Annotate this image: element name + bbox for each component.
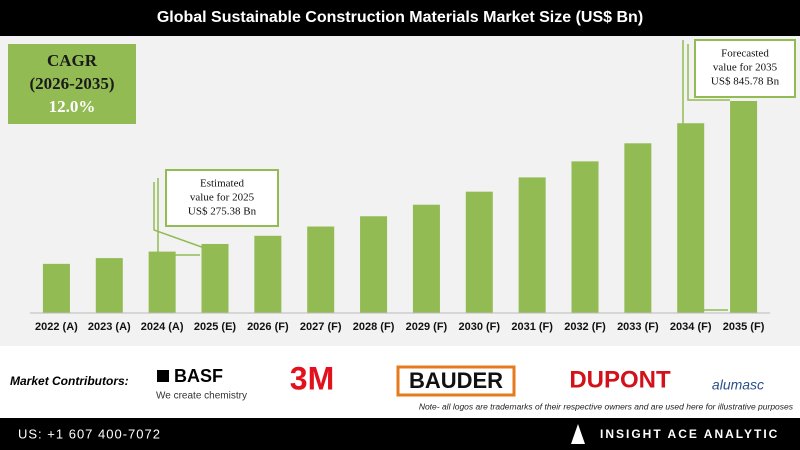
x-tick-label: 2031 (F) xyxy=(511,321,553,333)
bar xyxy=(412,204,440,313)
annotation: US$ 845.78 Bn xyxy=(711,76,780,88)
bar xyxy=(95,258,123,313)
bar xyxy=(624,143,652,313)
bar xyxy=(730,101,758,313)
bar xyxy=(360,216,388,313)
annotation: value for 2025 xyxy=(190,192,255,204)
x-tick-label: 2028 (F) xyxy=(353,321,395,333)
cagr-value: 12.0% xyxy=(49,97,96,116)
cagr-period: (2026-2035) xyxy=(30,74,115,93)
bar xyxy=(254,235,282,313)
callout-box xyxy=(165,169,279,227)
logo-mark xyxy=(157,370,169,382)
logo-frame xyxy=(396,365,516,397)
footer-phone: US: +1 607 400-7072 xyxy=(18,426,161,441)
logo: BAUDER xyxy=(409,368,503,393)
x-tick-label: 2035 (F) xyxy=(723,321,765,333)
cagr-label: CAGR xyxy=(47,51,98,70)
cagr-box xyxy=(8,44,136,124)
title-bar xyxy=(0,0,800,36)
footer-company: INSIGHT ACE ANALYTIC xyxy=(600,427,779,441)
company-logo xyxy=(571,424,585,444)
bar xyxy=(42,263,70,313)
footer xyxy=(0,418,800,450)
x-tick-label: 2034 (F) xyxy=(670,321,712,333)
x-tick-label: 2027 (F) xyxy=(300,321,342,333)
bar xyxy=(201,243,229,313)
bar xyxy=(148,251,176,313)
callout-box xyxy=(694,39,796,98)
callout-connector xyxy=(687,44,730,101)
annotation: Forecasted xyxy=(721,48,769,60)
bar xyxy=(677,123,705,313)
callout-connector xyxy=(153,182,211,251)
bar xyxy=(571,161,599,313)
logo: BASF xyxy=(174,366,223,386)
annotation: US$ 275.38 Bn xyxy=(188,206,257,218)
x-tick-label: 2022 (A) xyxy=(35,321,78,333)
logo: DUPONT xyxy=(569,366,671,393)
chart-title: Global Sustainable Construction Material… xyxy=(157,9,643,26)
x-tick-label: 2023 (A) xyxy=(88,321,131,333)
x-tick-label: 2033 (F) xyxy=(617,321,659,333)
annotation: Estimated xyxy=(200,178,244,190)
bar xyxy=(518,177,546,313)
note: Note- all logos are trademarks of their … xyxy=(419,401,794,411)
bar xyxy=(307,226,335,313)
x-tick-label: 2025 (E) xyxy=(194,321,237,333)
logo: 3M xyxy=(290,360,334,396)
logo: alumasc xyxy=(712,377,764,393)
logo-tagline: We create chemistry xyxy=(156,391,247,402)
x-tick-label: 2032 (F) xyxy=(564,321,606,333)
annotation: value for 2035 xyxy=(713,62,778,74)
x-tick-label: 2029 (F) xyxy=(406,321,448,333)
x-tick-label: 2030 (F) xyxy=(458,321,500,333)
x-tick-label: 2024 (A) xyxy=(141,321,184,333)
contributors-label: Market Contributors: xyxy=(10,374,129,388)
bar xyxy=(465,191,493,313)
x-tick-label: 2026 (F) xyxy=(247,321,289,333)
